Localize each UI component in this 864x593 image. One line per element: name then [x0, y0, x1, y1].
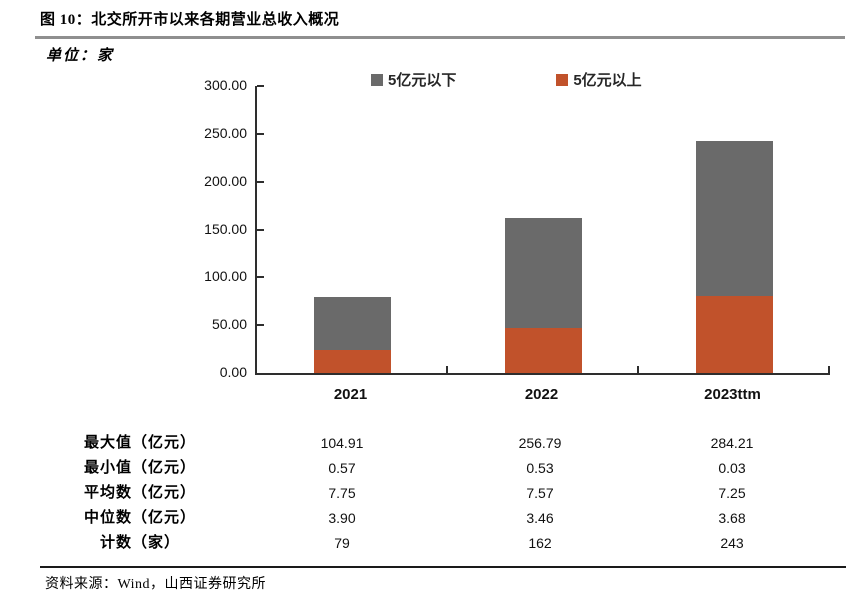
table-cell: 243 [720, 535, 744, 551]
unit-label: 单位：家 [46, 48, 115, 64]
table-cell: 256.79 [518, 435, 562, 451]
y-tick-label: 200.00 [204, 172, 247, 189]
y-tick-label: 0.00 [219, 364, 247, 380]
plot-area [255, 86, 830, 375]
table-cell: 284.21 [710, 435, 754, 451]
table-row: 中位数（亿元） 3.90 3.46 3.68 [0, 506, 864, 531]
stacked-bar-chart: 0.00 50.00 100.00 150.00 200.00 250.00 300.00 … [204, 69, 830, 403]
table-cell: 3.68 [718, 510, 746, 526]
table-cell: 7.75 [328, 485, 356, 501]
table-cell: 79 [334, 535, 350, 551]
x-tick-mark [446, 366, 448, 373]
y-tick-mark [257, 324, 264, 327]
legend-swatch-icon [556, 73, 569, 86]
y-tick-mark [257, 132, 264, 135]
table-row: 计数（家） 79 162 243 [0, 531, 864, 556]
x-axis-labels: 2021 2022 2023ttm [333, 386, 761, 403]
y-tick-mark [257, 276, 264, 279]
table-cell: 3.90 [328, 510, 356, 526]
y-tick-label: 50.00 [211, 316, 247, 333]
table-cell: 7.25 [718, 485, 746, 501]
table-row-label: 中位数（亿元） [83, 510, 196, 526]
legend-swatch-icon [371, 73, 383, 86]
y-tick-label: 150.00 [204, 220, 247, 237]
y-tick-mark [257, 85, 264, 87]
y-axis: 0.00 50.00 100.00 150.00 200.00 250.00 300.00 [204, 77, 264, 380]
y-tick-mark [257, 180, 264, 183]
table-cell: 3.46 [526, 510, 554, 526]
bar-segment-2023ttm [696, 140, 773, 297]
figure-title: 图 10：北交所开市以来各期营业总收入概况 [40, 12, 340, 28]
table-cell: 0.03 [718, 460, 746, 476]
bar-segment-2023ttm [696, 296, 773, 373]
bar-segment-2022 [505, 218, 582, 329]
table-row-label: 最小值（亿元） [83, 460, 196, 476]
table-bottom-divider [40, 566, 846, 568]
x-tick-mark [637, 366, 639, 373]
y-tick-mark [257, 228, 264, 231]
x-category-label: 2021 [333, 386, 368, 403]
table-cell: 162 [528, 535, 552, 551]
x-category-label: 2023ttm [704, 386, 761, 403]
y-tick-label: 100.00 [204, 268, 247, 285]
table-cell: 0.53 [526, 460, 554, 476]
table-cell: 0.57 [328, 460, 356, 476]
title-divider [35, 36, 845, 39]
table-row: 平均数（亿元） 7.75 7.57 7.25 [0, 481, 864, 506]
table-cell: 104.91 [320, 435, 364, 451]
table-row-label: 最大值（亿元） [83, 435, 196, 451]
legend-item: 5亿元以下 [371, 69, 456, 90]
bar-2022 [505, 218, 582, 373]
bar-segment-2022 [505, 328, 582, 373]
chart-legend: 5亿元以下 5亿元以上 [371, 69, 642, 90]
x-tick-mark [828, 366, 830, 373]
legend-item: 5亿元以上 [556, 69, 642, 90]
bar-2023ttm [696, 140, 773, 373]
bar-2021 [314, 297, 391, 373]
table-row-label: 平均数（亿元） [83, 485, 196, 501]
table-row: 最大值（亿元） 104.91 256.79 284.21 [0, 431, 864, 456]
bar-segment-2021 [314, 350, 391, 373]
legend-label: 5亿元以下 [388, 72, 457, 89]
table-row: 最小值（亿元） 0.57 0.53 0.03 [0, 456, 864, 481]
table-row-label: 计数（家） [99, 535, 180, 551]
bar-segment-2021 [314, 297, 391, 351]
x-category-label: 2022 [524, 386, 559, 403]
y-tick-label: 250.00 [204, 124, 247, 141]
legend-label: 5亿元以上 [573, 72, 642, 89]
source-note: 资料来源：Wind，山西证券研究所 [45, 577, 267, 592]
y-tick-label: 300.00 [204, 77, 247, 93]
table-cell: 7.57 [526, 485, 554, 501]
